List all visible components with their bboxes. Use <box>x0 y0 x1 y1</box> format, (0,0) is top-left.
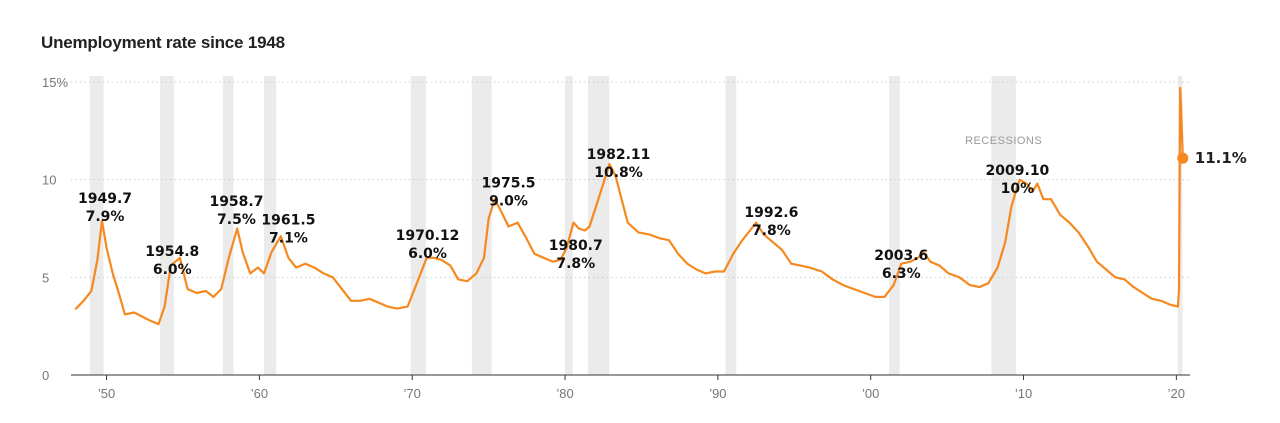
recession-band <box>263 76 277 375</box>
annotation-value: 7.9% <box>86 209 125 225</box>
x-axis-ticks: ’50 ’60 ’70 ’80 ’90 ’00 ’10 ’20 <box>98 375 1185 401</box>
recession-band <box>160 76 174 375</box>
annotation-date: 1982.11 <box>587 147 651 163</box>
annotation-date: 1992.6 <box>744 205 798 221</box>
annotation-value: 7.5% <box>217 212 256 228</box>
recession-band <box>471 76 492 375</box>
latest-value-label: 11.1% <box>1195 149 1247 167</box>
annotation-value: 10.8% <box>594 165 643 181</box>
annotation-value: 6.0% <box>153 262 192 278</box>
latest-value-dot <box>1177 152 1189 164</box>
x-tick-label: ’90 <box>709 386 726 401</box>
peak-annotation: 1980.7 7.8% <box>549 238 603 272</box>
annotation-value: 9.0% <box>489 193 528 209</box>
annotation-date: 1949.7 <box>78 191 132 207</box>
annotation-value: 6.3% <box>882 266 921 282</box>
x-tick-label: ’70 <box>404 386 421 401</box>
peak-annotation: 2009.10 10% <box>986 163 1050 197</box>
peak-annotation: 1949.7 7.9% <box>78 191 132 225</box>
peak-annotation: 1958.7 7.5% <box>209 194 263 228</box>
annotation-date: 1961.5 <box>261 213 315 229</box>
y-tick-label: 15% <box>42 75 68 90</box>
chart-title: Unemployment rate since 1948 <box>41 33 285 52</box>
peak-annotation: 1970.12 6.0% <box>396 228 460 262</box>
recessions-label: RECESSIONS <box>965 135 1042 147</box>
recession-band <box>725 76 737 375</box>
peak-annotations: 1949.7 7.9% 1954.8 6.0% 1958.7 7.5% 1961.5 7.1%… <box>78 147 1050 282</box>
recession-band <box>587 76 610 375</box>
y-tick-label: 10 <box>42 173 56 188</box>
annotation-value: 6.0% <box>408 246 447 262</box>
peak-annotation: 1982.11 10.8% <box>587 147 651 181</box>
peak-annotation: 1954.8 6.0% <box>145 244 199 278</box>
annotation-date: 1975.5 <box>481 175 535 191</box>
x-tick-label: ’60 <box>251 386 268 401</box>
y-axis-ticks: 0 5 10 15% <box>42 75 68 383</box>
x-tick-label: ’80 <box>556 386 573 401</box>
annotation-date: 1954.8 <box>145 244 199 260</box>
annotation-date: 1980.7 <box>549 238 603 254</box>
peak-annotation: 1961.5 7.1% <box>261 213 315 247</box>
recession-band <box>991 76 1016 375</box>
peak-annotation: 1992.6 7.8% <box>744 205 798 239</box>
peak-annotation: 2003.6 6.3% <box>874 248 928 282</box>
x-tick-label: ’10 <box>1015 386 1032 401</box>
recession-band <box>565 76 573 375</box>
unemployment-line <box>74 86 1184 326</box>
annotation-value: 7.8% <box>752 223 791 239</box>
x-tick-label: ’00 <box>862 386 879 401</box>
y-tick-label: 0 <box>42 368 49 383</box>
annotation-date: 1958.7 <box>209 194 263 210</box>
recession-band <box>89 76 104 375</box>
recession-band <box>889 76 900 375</box>
x-tick-label: ’20 <box>1168 386 1185 401</box>
annotation-date: 2003.6 <box>874 248 928 264</box>
annotation-date: 1970.12 <box>396 228 460 244</box>
recession-band <box>222 76 234 375</box>
y-tick-label: 5 <box>42 270 49 285</box>
annotation-value: 7.1% <box>269 231 308 247</box>
recession-bands <box>89 76 1183 375</box>
x-tick-label: ’50 <box>98 386 115 401</box>
annotation-value: 10% <box>1001 181 1035 197</box>
peak-annotation: 1975.5 9.0% <box>481 175 535 209</box>
annotation-value: 7.8% <box>556 256 595 272</box>
annotation-date: 2009.10 <box>986 163 1050 179</box>
grid-lines <box>71 81 1190 376</box>
recession-band <box>410 76 426 375</box>
